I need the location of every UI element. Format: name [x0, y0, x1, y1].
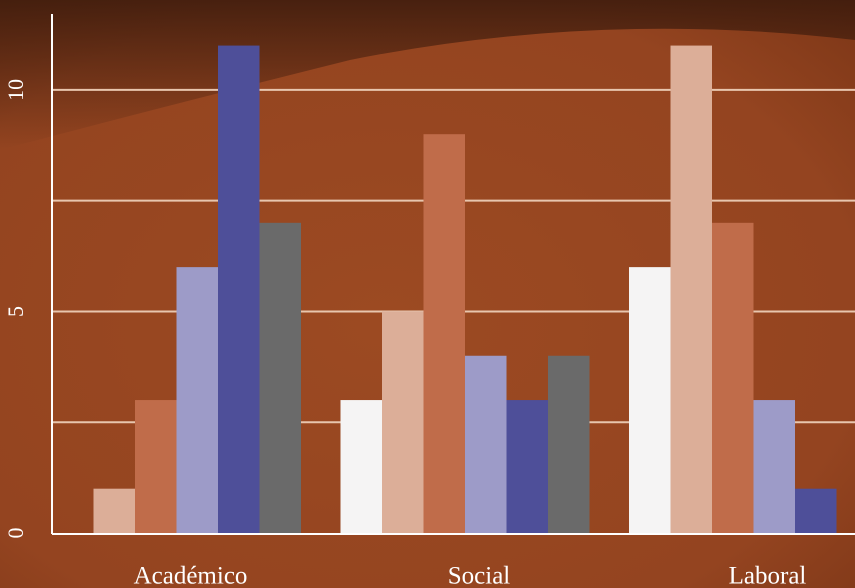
- bar: [629, 267, 671, 533]
- x-tick-label: Laboral: [729, 563, 807, 588]
- bar: [670, 45, 712, 533]
- bar: [465, 355, 507, 533]
- bar: [423, 134, 465, 533]
- bar: [340, 400, 382, 533]
- background-shade: [0, 0, 855, 150]
- y-tick-label: 0: [3, 528, 28, 539]
- bar: [135, 400, 177, 533]
- bar: [712, 222, 754, 533]
- bar: [506, 400, 548, 533]
- y-tick-label: 5: [3, 306, 28, 317]
- bar: [176, 267, 218, 533]
- bar: [753, 400, 795, 533]
- bar: [382, 311, 424, 533]
- bar: [93, 488, 135, 533]
- y-tick-label: 10: [3, 79, 28, 101]
- x-tick-label: Social: [448, 563, 511, 588]
- bar: [548, 355, 590, 533]
- bar: [795, 488, 837, 533]
- bar: [218, 45, 260, 533]
- bar: [259, 222, 301, 533]
- x-tick-label: Académico: [134, 563, 248, 588]
